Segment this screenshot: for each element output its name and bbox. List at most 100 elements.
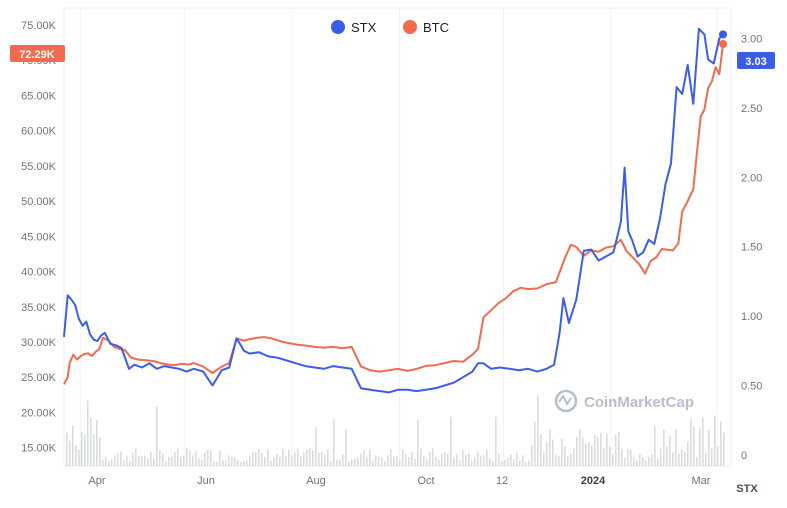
volume-bar — [543, 452, 545, 466]
btc-price-badge-text: 72.29K — [19, 49, 55, 61]
left-tick-label: 45.00K — [21, 231, 57, 243]
volume-bar — [534, 422, 536, 466]
volume-bar — [288, 449, 290, 466]
volume-bar — [261, 453, 263, 466]
volume-bar — [615, 434, 617, 466]
volume-bar — [81, 431, 83, 466]
right-tick-label: 3.00 — [741, 34, 762, 46]
volume-bar — [705, 452, 707, 466]
volume-bar — [435, 457, 437, 466]
volume-bar — [198, 458, 200, 466]
volume-bar — [639, 453, 641, 466]
volume-bar — [168, 456, 170, 466]
volume-bar — [399, 460, 401, 466]
left-tick-label: 55.00K — [21, 161, 57, 173]
volume-bar — [402, 450, 404, 466]
volume-bar — [504, 459, 506, 466]
volume-bar — [441, 453, 443, 466]
left-tick-label: 20.00K — [21, 407, 57, 419]
volume-bar — [75, 444, 77, 466]
volume-bar — [354, 458, 356, 466]
stx-price-badge-text: 3.03 — [745, 56, 766, 68]
volume-bar — [564, 446, 566, 466]
volume-bar — [390, 449, 392, 466]
volume-bar — [228, 455, 230, 466]
series-line-btc — [63, 43, 724, 385]
volume-bar — [594, 435, 596, 466]
legend-item-btc[interactable]: BTC — [403, 20, 449, 35]
volume-bar — [654, 426, 656, 466]
x-tick-label: Apr — [88, 475, 105, 487]
legend-label-btc: BTC — [423, 20, 449, 35]
volume-bar — [339, 459, 341, 466]
volume-bar — [582, 437, 584, 466]
right-tick-label: 0.50 — [741, 381, 762, 393]
volume-bar — [465, 454, 467, 466]
volume-bar — [510, 454, 512, 466]
volume-bar — [348, 461, 350, 466]
volume-bar — [486, 449, 488, 466]
volume-bar — [477, 451, 479, 466]
right-axis-unit-label: STX — [736, 483, 758, 495]
volume-bar — [159, 449, 161, 466]
volume-bar — [591, 445, 593, 466]
volume-bar — [78, 449, 80, 466]
volume-bar — [258, 448, 260, 466]
left-tick-label: 40.00K — [21, 267, 57, 279]
volume-bar — [480, 455, 482, 466]
volume-bar — [633, 456, 635, 466]
volume-bar — [273, 457, 275, 466]
volume-bar — [513, 458, 515, 466]
volume-bar — [309, 448, 311, 466]
left-tick-label: 50.00K — [21, 196, 57, 208]
x-tick-label: Aug — [306, 475, 326, 487]
volume-bar — [693, 426, 695, 466]
volume-bar — [318, 452, 320, 466]
volume-bar — [501, 461, 503, 466]
volume-bar — [498, 453, 500, 466]
volume-bar — [117, 453, 119, 466]
volume-bar — [528, 460, 530, 466]
volume-bar — [585, 443, 587, 466]
volume-bar — [174, 451, 176, 466]
volume-bar — [180, 456, 182, 466]
volume-bar — [576, 436, 578, 466]
volume-bar — [483, 455, 485, 466]
left-tick-label: 15.00K — [21, 443, 57, 455]
legend: STX BTC — [331, 20, 449, 35]
volume-bar — [699, 428, 701, 466]
volume-bar — [507, 457, 509, 466]
volume-bar — [216, 461, 218, 466]
volume-bar — [132, 452, 134, 466]
volume-bar — [234, 457, 236, 466]
volume-bar — [276, 453, 278, 466]
legend-item-stx[interactable]: STX — [331, 20, 377, 35]
volume-bar — [636, 459, 638, 466]
volume-bar — [204, 452, 206, 466]
volume-bar — [147, 458, 149, 466]
volume-bar — [102, 459, 104, 466]
volume-bar — [336, 459, 338, 466]
volume-bar — [201, 459, 203, 466]
volume-bar — [603, 447, 605, 466]
volume-bar — [138, 455, 140, 466]
volume-bar — [426, 459, 428, 466]
volume-bar — [642, 457, 644, 466]
volume-bar — [708, 429, 710, 466]
volume-bar — [405, 454, 407, 466]
volume-bar — [333, 418, 335, 466]
volume-bar — [579, 429, 581, 466]
volume-bar — [387, 455, 389, 466]
volume-bar — [207, 449, 209, 466]
volume-bar — [381, 457, 383, 466]
volume-bar — [195, 450, 197, 466]
legend-swatch-btc — [403, 20, 417, 34]
left-tick-label: 75.00K — [21, 20, 57, 32]
volume-bar — [93, 434, 95, 466]
volume-bar — [264, 456, 266, 466]
volume-bar — [537, 395, 539, 466]
watermark-text: CoinMarketCap — [584, 394, 694, 411]
volume-bar — [600, 432, 602, 466]
volume-bar — [612, 453, 614, 466]
volume-bar — [240, 461, 242, 466]
